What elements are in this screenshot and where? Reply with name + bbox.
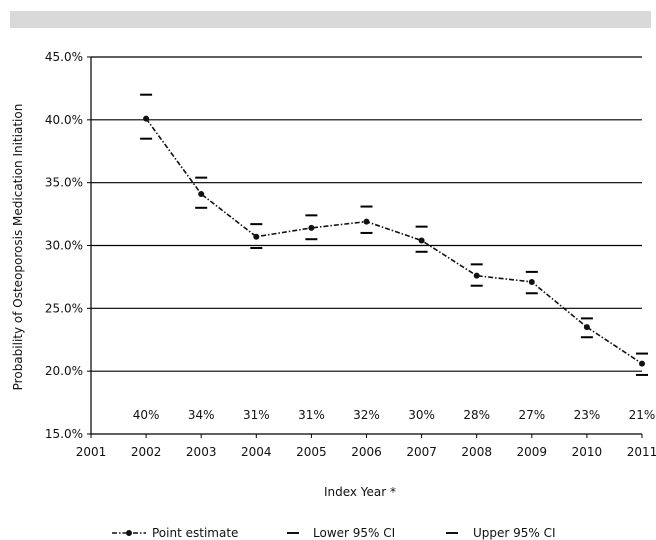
top-banner-bar — [10, 11, 651, 28]
point-estimate-marker — [528, 278, 535, 285]
point-estimate-line — [145, 118, 643, 365]
y-tick-label: 40.0% — [45, 113, 83, 127]
legend-lower-ci: Lower 95% CI — [287, 526, 395, 540]
data-label: 34% — [188, 408, 215, 422]
y-axis-title: Probability of Osteoporosis Medication I… — [11, 104, 25, 391]
x-tick-label: 2004 — [241, 445, 272, 459]
y-tick-label: 25.0% — [45, 301, 83, 315]
point-estimate-marker — [473, 272, 480, 279]
data-label: 40% — [133, 408, 160, 422]
legend: Point estimate Lower 95% CI Upper 95% CI — [112, 526, 556, 540]
x-tick-label: 2003 — [186, 445, 217, 459]
x-tick-label: 2011 — [627, 445, 656, 459]
data-label: 30% — [408, 408, 435, 422]
data-label: 27% — [518, 408, 545, 422]
legend-point-estimate-label: Point estimate — [152, 526, 238, 540]
point-estimate-marker — [308, 224, 315, 231]
point-estimate-series — [143, 115, 645, 367]
legend-point-estimate-marker — [126, 530, 132, 536]
x-tick-label: 2008 — [461, 445, 492, 459]
x-tick-label: 2009 — [517, 445, 548, 459]
gridlines — [91, 56, 642, 372]
x-tick-label: 2002 — [131, 445, 162, 459]
point-estimate-marker — [198, 190, 205, 197]
point-estimate-marker — [253, 233, 260, 240]
point-estimate-marker — [583, 324, 590, 331]
data-label: 28% — [463, 408, 490, 422]
legend-upper-ci-label: Upper 95% CI — [473, 526, 556, 540]
x-tick-label: 2001 — [76, 445, 107, 459]
confidence-interval-marks — [140, 93, 648, 376]
y-tick-label: 45.0% — [45, 50, 83, 64]
y-tick-label: 15.0% — [45, 427, 83, 441]
point-estimate-marker — [418, 237, 425, 244]
x-axis-title: Index Year * — [324, 485, 396, 499]
y-tick-label: 35.0% — [45, 176, 83, 190]
x-tick-label: 2005 — [296, 445, 327, 459]
data-label: 31% — [298, 408, 325, 422]
data-label: 23% — [574, 408, 601, 422]
legend-upper-ci: Upper 95% CI — [446, 526, 556, 540]
legend-lower-ci-label: Lower 95% CI — [313, 526, 395, 540]
x-tick-label: 2010 — [572, 445, 603, 459]
y-tick-label: 30.0% — [45, 239, 83, 253]
axes: 15.0% 20.0% 25.0% 30.0% 35.0% 40.0% 45.0% 2001 2… — [45, 50, 656, 459]
x-tick-label: 2007 — [406, 445, 437, 459]
point-estimate-marker — [363, 218, 370, 225]
x-tick-label: 2006 — [351, 445, 382, 459]
data-label: 31% — [243, 408, 270, 422]
legend-point-estimate: Point estimate — [112, 526, 238, 540]
point-estimate-marker — [143, 115, 150, 122]
data-labels: 40% 34% 31% 31% 32% 30% 28% 27% 23% 21% — [133, 408, 656, 422]
y-tick-label: 20.0% — [45, 364, 83, 378]
data-label: 32% — [353, 408, 380, 422]
point-estimate-marker — [639, 360, 645, 367]
data-label: 21% — [629, 408, 656, 422]
